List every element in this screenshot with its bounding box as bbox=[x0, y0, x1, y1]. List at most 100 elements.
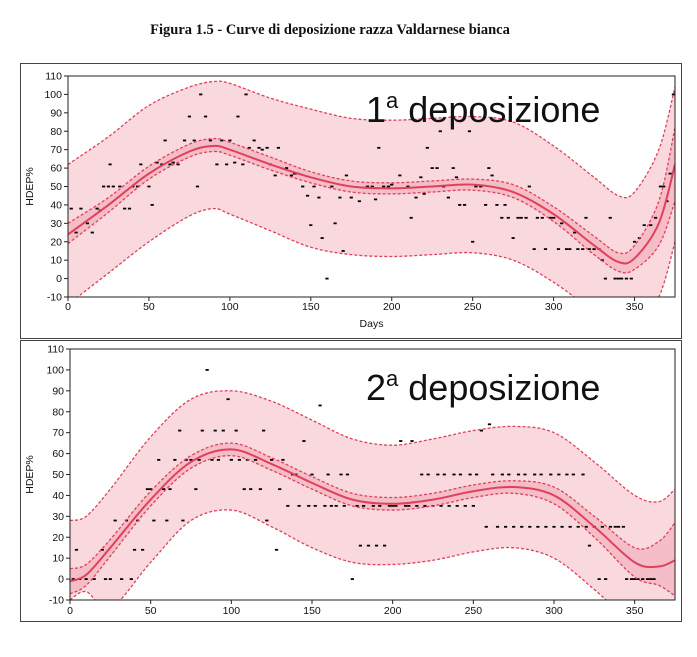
data-point bbox=[108, 578, 112, 580]
data-point bbox=[317, 196, 321, 199]
data-point bbox=[527, 185, 531, 188]
data-point bbox=[549, 473, 553, 476]
data-point bbox=[181, 519, 185, 522]
data-point bbox=[616, 525, 621, 528]
y-tick-label: 100 bbox=[46, 364, 64, 376]
y-tick-label: 60 bbox=[50, 163, 62, 175]
data-point bbox=[391, 504, 395, 507]
data-point bbox=[374, 544, 379, 547]
data-point bbox=[603, 277, 607, 280]
data-point bbox=[362, 504, 366, 507]
fit-line bbox=[70, 448, 675, 583]
data-point bbox=[108, 163, 112, 166]
data-point bbox=[571, 473, 575, 476]
data-point bbox=[436, 473, 440, 476]
data-point bbox=[383, 544, 387, 547]
x-tick-label: 300 bbox=[545, 301, 563, 313]
data-point bbox=[573, 231, 577, 234]
data-point bbox=[407, 504, 411, 507]
plot-area bbox=[70, 369, 675, 600]
data-point bbox=[487, 423, 492, 426]
data-point bbox=[511, 237, 515, 239]
data-point bbox=[371, 504, 375, 507]
data-point bbox=[519, 216, 523, 219]
data-point bbox=[281, 458, 285, 461]
y-tick-label: 40 bbox=[50, 199, 62, 211]
data-point bbox=[658, 185, 663, 188]
data-point bbox=[548, 216, 552, 219]
confidence-upper-line bbox=[68, 127, 675, 255]
data-point bbox=[463, 504, 467, 507]
y-tick-label: 30 bbox=[50, 218, 62, 230]
data-point bbox=[390, 183, 394, 186]
y-tick-label: 20 bbox=[52, 532, 64, 544]
y-tick-label: 10 bbox=[50, 255, 62, 267]
data-point bbox=[129, 578, 133, 580]
data-point bbox=[484, 525, 488, 528]
data-point bbox=[386, 185, 391, 188]
data-point bbox=[199, 93, 203, 96]
data-point bbox=[649, 578, 653, 580]
prediction-lower-line bbox=[70, 509, 608, 600]
data-point bbox=[382, 185, 386, 188]
data-point bbox=[71, 578, 75, 580]
data-point bbox=[312, 185, 316, 188]
data-point bbox=[500, 473, 504, 476]
data-point bbox=[642, 224, 646, 227]
data-point bbox=[365, 185, 370, 188]
y-tick-label: 80 bbox=[52, 406, 64, 418]
data-point bbox=[557, 473, 561, 476]
data-point bbox=[560, 525, 564, 528]
data-point bbox=[565, 473, 569, 476]
data-point bbox=[474, 185, 478, 188]
data-point bbox=[539, 473, 543, 476]
data-point bbox=[484, 204, 488, 206]
data-point bbox=[597, 578, 601, 580]
data-point bbox=[234, 429, 238, 432]
data-point bbox=[120, 578, 124, 580]
x-tick-label: 350 bbox=[626, 605, 644, 617]
data-point bbox=[139, 163, 143, 166]
data-point bbox=[377, 146, 381, 149]
chart-panel-first: -10 0 10 20 30 40 50 60 70 80 90 100 110 0 50 100 150 200… bbox=[20, 63, 682, 339]
data-point bbox=[297, 504, 301, 507]
x-tick-label: 100 bbox=[221, 301, 239, 313]
data-point bbox=[145, 488, 150, 491]
data-point bbox=[69, 207, 73, 210]
data-point bbox=[310, 473, 314, 476]
x-tick-label: 150 bbox=[302, 301, 320, 313]
data-point bbox=[462, 204, 467, 206]
y-tick-label: -10 bbox=[47, 292, 62, 304]
data-point bbox=[265, 146, 269, 149]
data-point bbox=[168, 163, 172, 166]
data-point bbox=[111, 185, 115, 188]
data-point bbox=[619, 277, 624, 280]
data-point bbox=[237, 458, 241, 461]
x-tick-label: 50 bbox=[143, 301, 155, 313]
data-point bbox=[103, 578, 108, 580]
data-point bbox=[302, 440, 306, 442]
data-point bbox=[512, 525, 516, 528]
data-point bbox=[194, 488, 198, 491]
data-point bbox=[192, 139, 196, 142]
confidence-lower-line bbox=[68, 150, 675, 274]
data-point bbox=[157, 458, 161, 461]
data-point bbox=[257, 146, 261, 149]
data-point bbox=[118, 185, 122, 188]
data-point bbox=[123, 207, 127, 210]
data-point bbox=[173, 458, 177, 461]
y-tick-label: 0 bbox=[58, 574, 64, 586]
data-point bbox=[195, 185, 200, 188]
data-point bbox=[645, 578, 650, 580]
data-point bbox=[149, 488, 153, 491]
data-point bbox=[305, 194, 310, 197]
data-point bbox=[581, 248, 585, 251]
data-point bbox=[182, 139, 187, 142]
data-point bbox=[426, 473, 430, 476]
data-point bbox=[171, 161, 175, 164]
data-point bbox=[85, 222, 90, 225]
data-point bbox=[624, 277, 629, 280]
data-point bbox=[587, 544, 592, 547]
fit-line bbox=[68, 144, 675, 265]
